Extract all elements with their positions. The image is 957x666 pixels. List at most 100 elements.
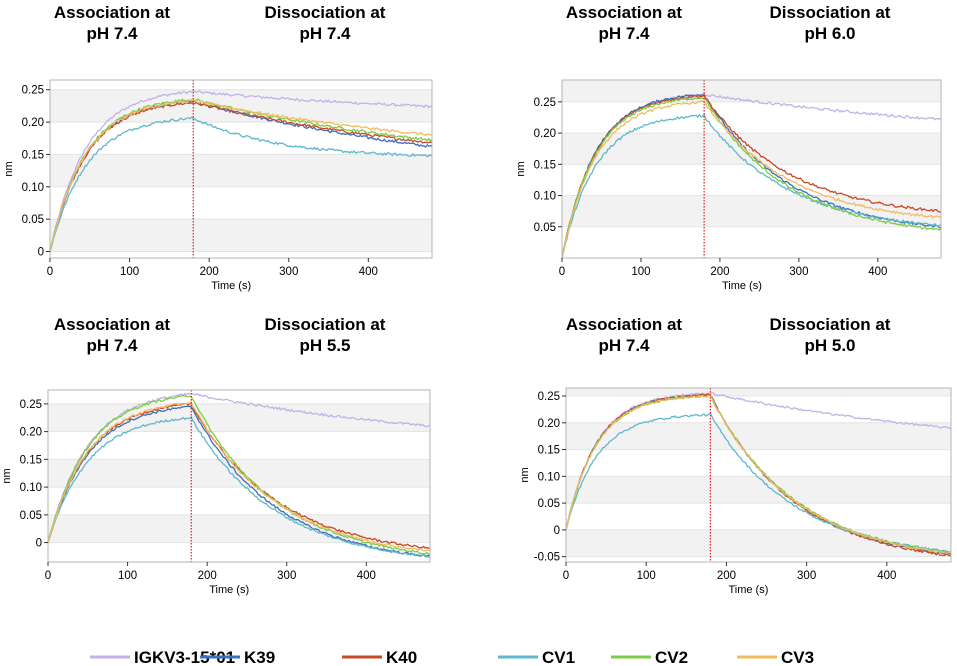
- plot-frame: [47, 389, 431, 563]
- y-axis-label: nm: [3, 161, 15, 176]
- y-tick-label: 0.10: [20, 482, 42, 494]
- y-tick-label: 0.20: [22, 117, 44, 129]
- y-tick-label: 0.25: [22, 85, 44, 97]
- y-tick-label: 0.05: [20, 510, 42, 522]
- y-axis-label: nm: [519, 467, 531, 482]
- y-tick-label: 0.25: [538, 391, 560, 403]
- x-tick-label: 0: [47, 266, 53, 278]
- legend-item: K40: [342, 648, 417, 666]
- x-axis-label: Time (s): [728, 584, 768, 596]
- grid-band: [50, 219, 432, 252]
- y-tick-label: 0: [554, 525, 560, 537]
- series-line-cv2: [49, 98, 433, 252]
- series-line-cv3: [565, 394, 952, 555]
- panel-1: Association at pH 7.4 Dissociation at pH 7.…: [3, 3, 433, 292]
- series-line-cv2: [561, 97, 942, 258]
- series-line-cv1: [49, 116, 433, 253]
- legend-item: CV1: [498, 648, 575, 666]
- y-tick-label: 0: [36, 538, 42, 550]
- grid-band: [566, 388, 951, 397]
- x-tick-label: 0: [559, 266, 565, 278]
- y-tick-label: 0.20: [534, 128, 556, 140]
- x-tick-label: 100: [631, 266, 650, 278]
- panel-4: Association at pH 7.4 Dissociation at pH 5.…: [519, 315, 952, 596]
- plot-frame: [49, 79, 433, 259]
- legend-item: K39: [200, 648, 275, 666]
- series-line-cv3: [47, 400, 431, 552]
- x-tick-label: 300: [797, 570, 816, 582]
- x-tick-label: 200: [200, 266, 219, 278]
- series-line-igkv3-15-01: [565, 391, 952, 530]
- plot-frame: [561, 79, 942, 259]
- x-tick-label: 100: [120, 266, 139, 278]
- title-right: Dissociation at pH 5.5: [265, 315, 386, 355]
- y-tick-label: 0.05: [534, 222, 556, 234]
- x-tick-label: 200: [717, 570, 736, 582]
- x-tick-label: 300: [789, 266, 808, 278]
- y-tick-label: 0.25: [20, 399, 42, 411]
- y-axis-label: nm: [515, 161, 527, 176]
- x-tick-label: 300: [279, 266, 298, 278]
- series-line-k40: [47, 402, 431, 549]
- legend-label: CV2: [655, 648, 688, 666]
- grid-band: [48, 514, 430, 543]
- y-tick-label: 0.20: [538, 418, 560, 430]
- y-tick-label: 0.15: [534, 159, 556, 171]
- legend: IGKV3-15*01 K39 K40 CV1 CV2 CV3: [90, 648, 814, 666]
- y-tick-label: 0.15: [22, 149, 44, 161]
- y-tick-label: 0.25: [534, 97, 556, 109]
- legend-item: IGKV3-15*01: [90, 648, 235, 666]
- series-line-igkv3-15-01: [49, 90, 433, 252]
- y-tick-label: 0.05: [22, 214, 44, 226]
- title-left: Association at pH 7.4: [566, 3, 683, 43]
- x-tick-label: 0: [45, 570, 51, 582]
- title-left: Association at pH 7.4: [566, 315, 683, 355]
- y-tick-label: 0: [38, 247, 44, 259]
- series-line-cv1: [561, 113, 942, 260]
- x-tick-label: 400: [877, 570, 896, 582]
- y-tick-label: 0.10: [534, 191, 556, 203]
- x-axis-label: Time (s): [209, 584, 249, 596]
- x-axis-label: Time (s): [722, 280, 762, 292]
- y-tick-label: 0.20: [20, 427, 42, 439]
- legend-label: K39: [244, 648, 275, 666]
- y-tick-label: 0.10: [22, 182, 44, 194]
- title-left: Association at pH 7.4: [54, 3, 171, 43]
- x-tick-label: 400: [868, 266, 887, 278]
- y-axis-label: nm: [1, 468, 13, 483]
- plot-frame: [565, 387, 952, 563]
- legend-label: IGKV3-15*01: [134, 648, 235, 666]
- y-tick-label: -0.05: [534, 552, 560, 564]
- x-tick-label: 200: [198, 570, 217, 582]
- legend-item: CV3: [737, 648, 814, 666]
- series-line-k40: [561, 93, 942, 260]
- series-line-cv2: [47, 395, 431, 555]
- grid-band: [566, 422, 951, 450]
- title-right: Dissociation at pH 7.4: [265, 3, 386, 43]
- x-tick-label: 100: [637, 570, 656, 582]
- x-tick-label: 400: [357, 570, 376, 582]
- panel-3: Association at pH 7.4 Dissociation at pH 5.…: [1, 315, 431, 596]
- title-left: Association at pH 7.4: [54, 315, 171, 355]
- y-tick-label: 0.10: [538, 471, 560, 483]
- x-tick-label: 400: [359, 266, 378, 278]
- series-line-cv1: [47, 415, 431, 558]
- series-line-cv3: [49, 98, 433, 252]
- grid-band: [48, 459, 430, 488]
- x-tick-label: 0: [563, 570, 569, 582]
- grid-band: [562, 80, 941, 102]
- y-tick-label: 0.05: [538, 498, 560, 510]
- legend-label: K40: [386, 648, 417, 666]
- x-tick-label: 200: [710, 266, 729, 278]
- x-axis-label: Time (s): [211, 280, 251, 292]
- y-tick-label: 0.15: [20, 454, 42, 466]
- plot-area: [562, 80, 941, 258]
- legend-item: CV2: [611, 648, 688, 666]
- legend-label: CV3: [781, 648, 814, 666]
- title-right: Dissociation at pH 5.0: [770, 315, 891, 355]
- y-tick-label: 0.15: [538, 445, 560, 457]
- panel-2: Association at pH 7.4 Dissociation at pH 6.…: [515, 3, 942, 292]
- grid-band: [50, 154, 432, 187]
- grid-band: [566, 476, 951, 504]
